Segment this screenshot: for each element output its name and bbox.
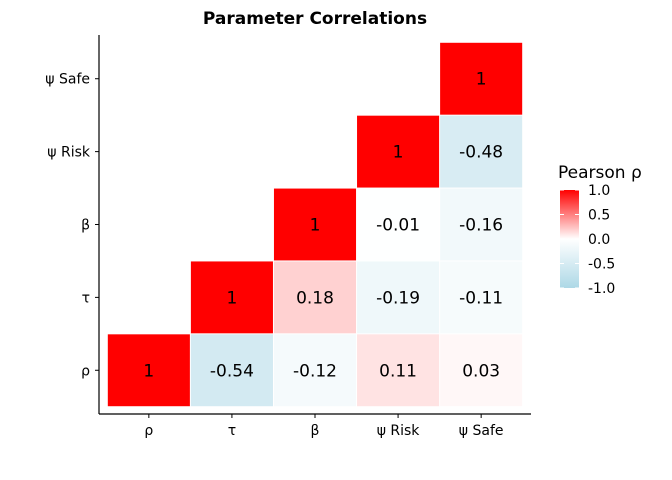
legend-tick-label: 1.0: [588, 183, 610, 199]
color-legend: Pearson ρ 1.0 0.5 0.0 -0.5 -1.0: [558, 163, 642, 297]
heatmap-cell: [357, 188, 440, 261]
y-tick-label: β: [81, 218, 90, 234]
heatmap-cell: [273, 188, 357, 261]
heatmap-cell: [357, 115, 440, 188]
heatmap-cell: [440, 334, 523, 407]
heatmap-cell: [357, 261, 440, 334]
cell-value-label: 1: [143, 361, 154, 381]
x-tick-label: τ: [228, 423, 236, 439]
x-tick-label: ψ Risk: [377, 423, 421, 439]
cell-value-label: 1: [310, 216, 321, 236]
x-tick-label: β: [311, 423, 320, 439]
cell-value-label: 1: [393, 143, 404, 163]
legend-title: Pearson ρ: [558, 163, 642, 183]
legend-tick-label: -1.0: [588, 281, 615, 297]
heatmap-cell: [107, 334, 190, 407]
heatmap-cells: 1 -0.54 -0.12 0.11 0.03 1 0.18 -0.19 -0.11 1 -0.01…: [107, 42, 523, 407]
x-tick-label: ρ: [144, 423, 153, 439]
heatmap-cell: [440, 115, 523, 188]
legend-tick-label: 0.5: [588, 208, 610, 224]
cell-value-label: -0.19: [376, 288, 420, 308]
legend-tick-label: -0.5: [588, 257, 615, 273]
legend-colorbar: [560, 190, 579, 288]
heatmap-cell: [440, 188, 523, 261]
heatmap-cell: [357, 334, 440, 407]
y-tick-label: τ: [82, 290, 90, 306]
cell-value-label: 0.18: [296, 288, 334, 308]
cell-value-label: 1: [227, 288, 238, 308]
cell-value-label: -0.54: [210, 361, 254, 381]
chart-title: Parameter Correlations: [203, 9, 427, 29]
heatmap-cell: [273, 261, 357, 334]
heatmap-cell: [273, 334, 357, 407]
heatmap-cell: [440, 42, 523, 115]
cell-value-label: -0.48: [459, 143, 503, 163]
cell-value-label: 0.11: [379, 361, 417, 381]
cell-value-label: -0.12: [293, 361, 337, 381]
axes: ρ τ β ψ Risk ψ Safe ρ τ β ψ Risk ψ Safe: [45, 35, 531, 439]
legend-tick-label: 0.0: [588, 232, 610, 248]
y-tick-label: ρ: [81, 363, 90, 379]
y-tick-label: ψ Risk: [47, 145, 91, 161]
cell-value-label: -0.01: [376, 216, 420, 236]
heatmap-cell: [190, 261, 273, 334]
cell-value-label: 0.03: [462, 361, 500, 381]
x-tick-label: ψ Safe: [459, 423, 504, 439]
heatmap-cell: [440, 261, 523, 334]
cell-value-label: -0.11: [459, 288, 503, 308]
cell-value-label: -0.16: [459, 216, 503, 236]
heatmap-cell: [190, 334, 273, 407]
y-tick-label: ψ Safe: [45, 72, 90, 88]
cell-value-label: 1: [476, 70, 487, 90]
